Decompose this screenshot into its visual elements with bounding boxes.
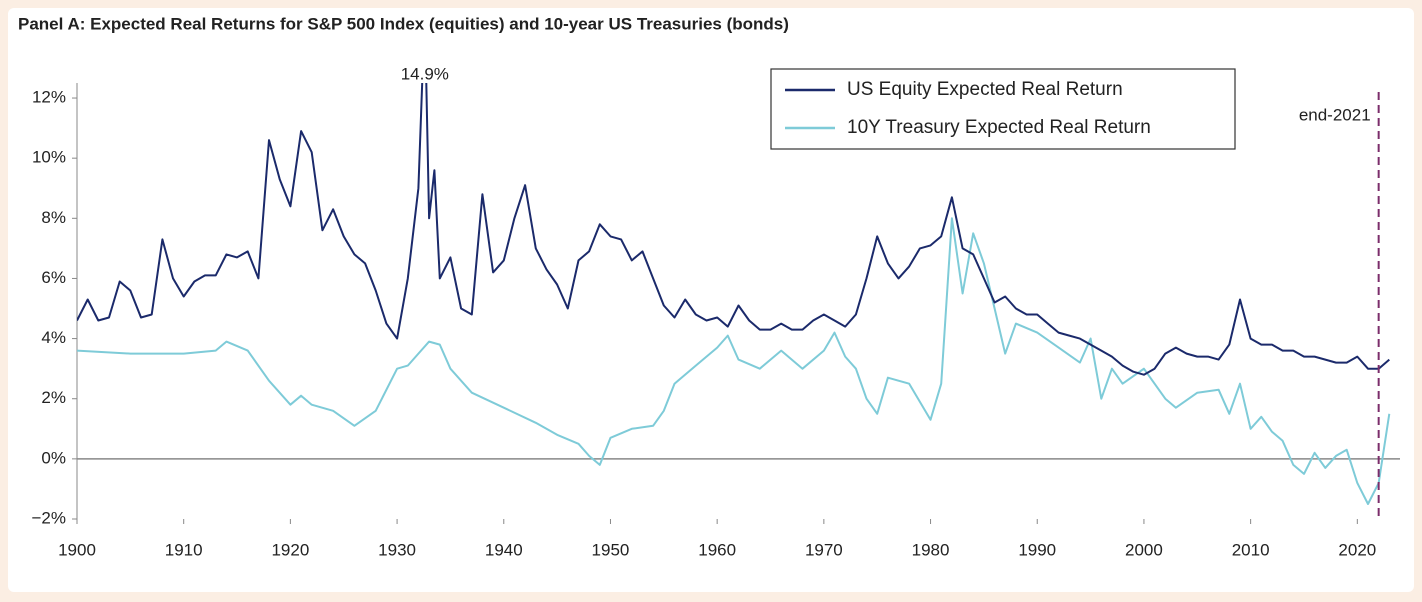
x-tick-label: 1940 [485,540,523,559]
x-tick-label: 1990 [1018,540,1056,559]
chart-title: Panel A: Expected Real Returns for S&P 5… [18,14,789,33]
annotation: 14.9% [401,64,449,83]
legend-label: US Equity Expected Real Return [847,79,1123,100]
y-tick-label: −2% [32,508,67,527]
x-tick-label: 2000 [1125,540,1163,559]
x-tick-label: 1960 [698,540,736,559]
y-tick-label: 4% [41,328,66,347]
x-tick-label: 1900 [58,540,96,559]
x-tick-label: 1930 [378,540,416,559]
legend-box [770,68,1236,150]
y-tick-label: 10% [32,148,66,167]
y-tick-label: 2% [41,388,66,407]
legend-label: 10Y Treasury Expected Real Return [847,117,1151,138]
x-tick-label: 1910 [165,540,203,559]
reference-label: end-2021 [1299,105,1371,124]
series-line [77,83,1390,376]
x-tick-label: 2020 [1338,540,1376,559]
y-tick-label: 6% [41,268,66,287]
panel-background [8,8,1414,592]
x-tick-label: 2010 [1232,540,1270,559]
x-tick-label: 1950 [592,540,630,559]
x-tick-label: 1920 [271,540,309,559]
y-tick-label: 12% [32,88,66,107]
y-tick-label: 0% [41,448,66,467]
x-tick-label: 1980 [912,540,950,559]
y-tick-label: 8% [41,208,66,227]
x-tick-label: 1970 [805,540,843,559]
series-line [77,217,1391,505]
